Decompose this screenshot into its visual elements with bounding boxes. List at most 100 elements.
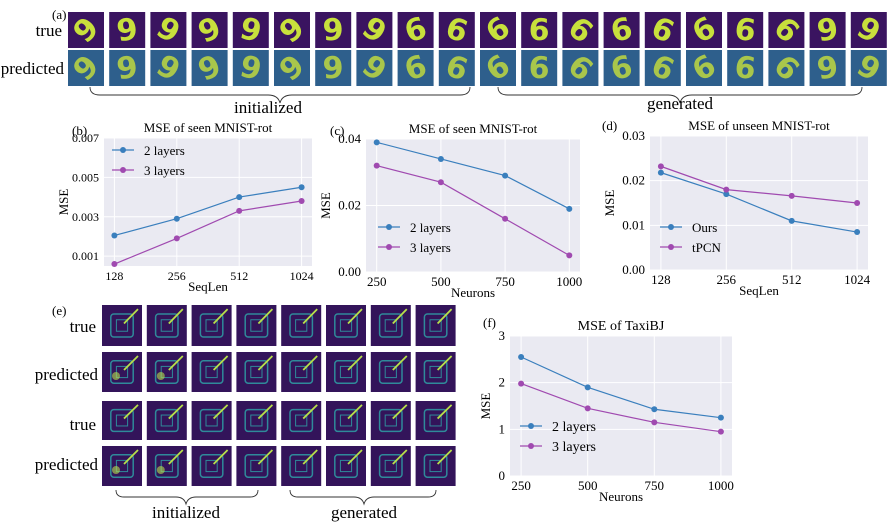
- taxibj-hotspot: [212, 404, 229, 420]
- mnist-tile: [191, 50, 228, 86]
- panel-a-brace-initialized: [89, 86, 471, 104]
- chart-f: MSE of TaxiBJ 250 500 750 1000 0 1 2 3 Neurons MSE…: [478, 319, 734, 504]
- panel-letter-c: (c): [330, 123, 344, 138]
- mnist-tile: [274, 12, 310, 48]
- taxibj-inner-ring: [205, 414, 218, 427]
- data-point: [173, 235, 180, 242]
- panel-a-group-label-initialized: initialized: [234, 98, 302, 117]
- series-line-2: [114, 200, 302, 265]
- mnist-tile: [315, 50, 352, 86]
- data-point: [854, 229, 861, 236]
- taxibj-ring: [334, 313, 358, 338]
- mnist-tile: [438, 12, 475, 48]
- taxibj-inner-ring: [295, 459, 308, 473]
- taxibj-ring: [289, 454, 314, 478]
- mnist-tile: [644, 12, 681, 48]
- data-point: [373, 162, 380, 169]
- taxibj-hotspot: [392, 449, 408, 465]
- mnist-tile: [727, 12, 764, 48]
- taxibj-inner-ring: [339, 319, 353, 332]
- taxibj-hotspot: [168, 404, 184, 420]
- data-point: [111, 261, 118, 268]
- mnist-tile: [850, 50, 887, 86]
- mnist-tile: [562, 12, 599, 48]
- data-point: [717, 428, 724, 435]
- taxibj-inner-ring: [250, 365, 263, 379]
- mnist-digit: 6: [528, 51, 550, 87]
- plot-area: [650, 136, 868, 270]
- mnist-tile: [603, 50, 640, 86]
- mnist-tile: [686, 50, 722, 86]
- legend-marker: [386, 224, 392, 230]
- mnist-digit: 9: [322, 50, 345, 86]
- y-axis-label: MSE: [602, 190, 617, 217]
- taxibj-hotspot: [212, 355, 229, 371]
- panel-e-image-grid: [102, 305, 456, 486]
- mnist-tile: [150, 12, 187, 48]
- taxibj-inner-ring: [160, 414, 173, 427]
- panel-letter-f: (f): [483, 315, 496, 330]
- taxibj-ring: [199, 313, 224, 338]
- mnist-digit: 6: [733, 50, 758, 87]
- taxibj-inner-ring: [384, 365, 397, 379]
- legend-marker: [120, 167, 126, 173]
- taxibj-ring: [110, 454, 134, 478]
- taxibj-ring: [423, 360, 448, 384]
- taxibj-inner-ring: [384, 319, 397, 332]
- chart-c: MSE of seen MNIST-rot 250 500 750 1000 0.00 0.…: [318, 121, 582, 300]
- x-tick-label: 128: [105, 269, 123, 283]
- taxibj-inner-ring: [205, 459, 218, 473]
- y-tick-label: 0.02: [338, 198, 361, 213]
- series-line-1: [520, 356, 721, 419]
- taxibj-inner-ring: [339, 459, 353, 473]
- taxibj-ring: [154, 313, 179, 338]
- mnist-tile: [521, 12, 558, 48]
- mnist-tile: [68, 12, 104, 48]
- data-point: [584, 384, 591, 391]
- y-tick-label: 0.005: [72, 170, 99, 184]
- data-point: [373, 139, 380, 146]
- taxibj-inner-ring: [160, 319, 173, 332]
- taxibj-prediction-blob: [112, 466, 120, 474]
- x-tick-label: 1000: [708, 478, 734, 493]
- data-point: [437, 155, 444, 162]
- x-axis-label: SeqLen: [188, 279, 228, 294]
- taxibj-hotspot: [302, 449, 318, 465]
- taxibj-prediction-blob: [156, 466, 165, 474]
- mnist-tile: [150, 50, 187, 86]
- legend-entry: 3 layers: [552, 440, 596, 455]
- panel-letter-e: (e): [52, 303, 66, 318]
- taxibj-inner-ring: [115, 319, 129, 332]
- mnist-tile: [232, 50, 269, 86]
- taxibj-inner-ring: [250, 319, 263, 332]
- taxibj-hotspot: [123, 308, 139, 325]
- x-tick-label: 500: [431, 274, 451, 289]
- taxibj-ring: [423, 454, 448, 478]
- panel-a-brace-generated: [497, 86, 863, 104]
- legend-entry: tPCN: [692, 240, 722, 255]
- panel-a-row-label-predicted: predicted: [1, 59, 65, 78]
- taxibj-inner-ring: [339, 414, 353, 427]
- mnist-tile: [438, 50, 475, 86]
- chart-title: MSE of seen MNIST-rot: [144, 120, 273, 135]
- taxibj-hotspot: [436, 404, 453, 420]
- taxibj-inner-ring: [295, 365, 308, 379]
- taxibj-hotspot: [257, 355, 274, 371]
- taxibj-inner-ring: [429, 414, 442, 427]
- mnist-tile: [397, 12, 434, 48]
- mnist-tile: [850, 12, 887, 48]
- taxibj-ring: [334, 360, 358, 384]
- taxibj-hotspot: [392, 404, 408, 420]
- data-point: [502, 215, 509, 222]
- series-line-1: [376, 141, 570, 210]
- x-axis-label: SeqLen: [739, 283, 779, 298]
- legend-marker: [668, 224, 674, 230]
- panel-letter-a: (a): [52, 7, 66, 22]
- x-tick-label: 256: [717, 272, 737, 287]
- data-point: [657, 163, 664, 170]
- mnist-tile: [109, 50, 146, 86]
- taxibj-hotspot: [168, 449, 184, 465]
- taxibj-inner-ring: [160, 459, 173, 473]
- mnist-tile: [768, 12, 805, 48]
- y-tick-label: 0.02: [622, 173, 645, 188]
